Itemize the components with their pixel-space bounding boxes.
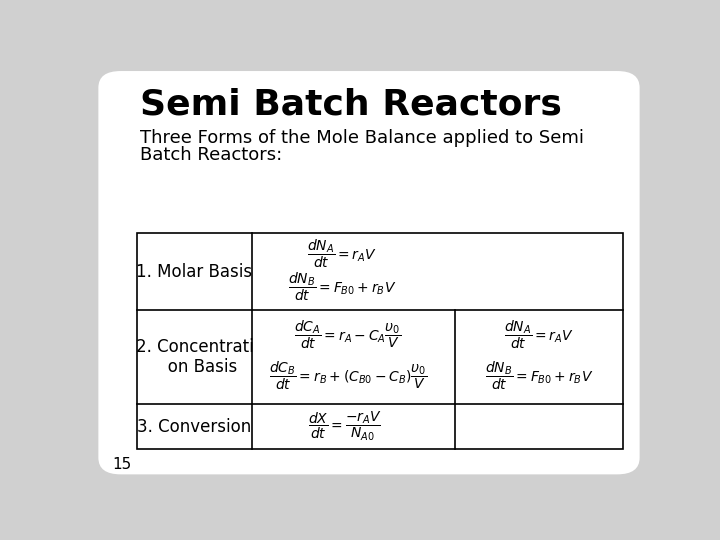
Bar — [138, 233, 623, 449]
Text: 1. Molar Basis: 1. Molar Basis — [136, 262, 253, 281]
Text: 15: 15 — [112, 457, 132, 472]
Text: $\dfrac{dN_B}{dt} = F_{B0} + r_B V$: $\dfrac{dN_B}{dt} = F_{B0} + r_B V$ — [288, 271, 397, 303]
FancyBboxPatch shape — [99, 71, 639, 474]
Text: $\dfrac{dX}{dt} = \dfrac{-r_A V}{N_{A0}}$: $\dfrac{dX}{dt} = \dfrac{-r_A V}{N_{A0}}… — [308, 410, 382, 443]
Text: Three Forms of the Mole Balance applied to Semi: Three Forms of the Mole Balance applied … — [140, 129, 584, 147]
Text: 3. Conversion: 3. Conversion — [138, 418, 251, 436]
Text: 2. Concentrati
   on Basis: 2. Concentrati on Basis — [135, 338, 253, 376]
Text: Batch Reactors:: Batch Reactors: — [140, 146, 282, 164]
Text: $\dfrac{dN_A}{dt} = r_A V$: $\dfrac{dN_A}{dt} = r_A V$ — [307, 238, 377, 271]
Text: $\dfrac{dC_B}{dt} = r_B + \left(C_{B0} - C_B\right)\dfrac{\upsilon_0}{V}$: $\dfrac{dC_B}{dt} = r_B + \left(C_{B0} -… — [269, 360, 427, 392]
Text: $\dfrac{dN_A}{dt} = r_A V$: $\dfrac{dN_A}{dt} = r_A V$ — [504, 318, 574, 351]
Text: Semi Batch Reactors: Semi Batch Reactors — [140, 87, 562, 122]
Text: $\dfrac{dN_B}{dt} = F_{B0} + r_B V$: $\dfrac{dN_B}{dt} = F_{B0} + r_B V$ — [485, 360, 593, 392]
Text: $\dfrac{dC_A}{dt} = r_A - C_A \dfrac{\upsilon_0}{V}$: $\dfrac{dC_A}{dt} = r_A - C_A \dfrac{\up… — [294, 318, 402, 351]
